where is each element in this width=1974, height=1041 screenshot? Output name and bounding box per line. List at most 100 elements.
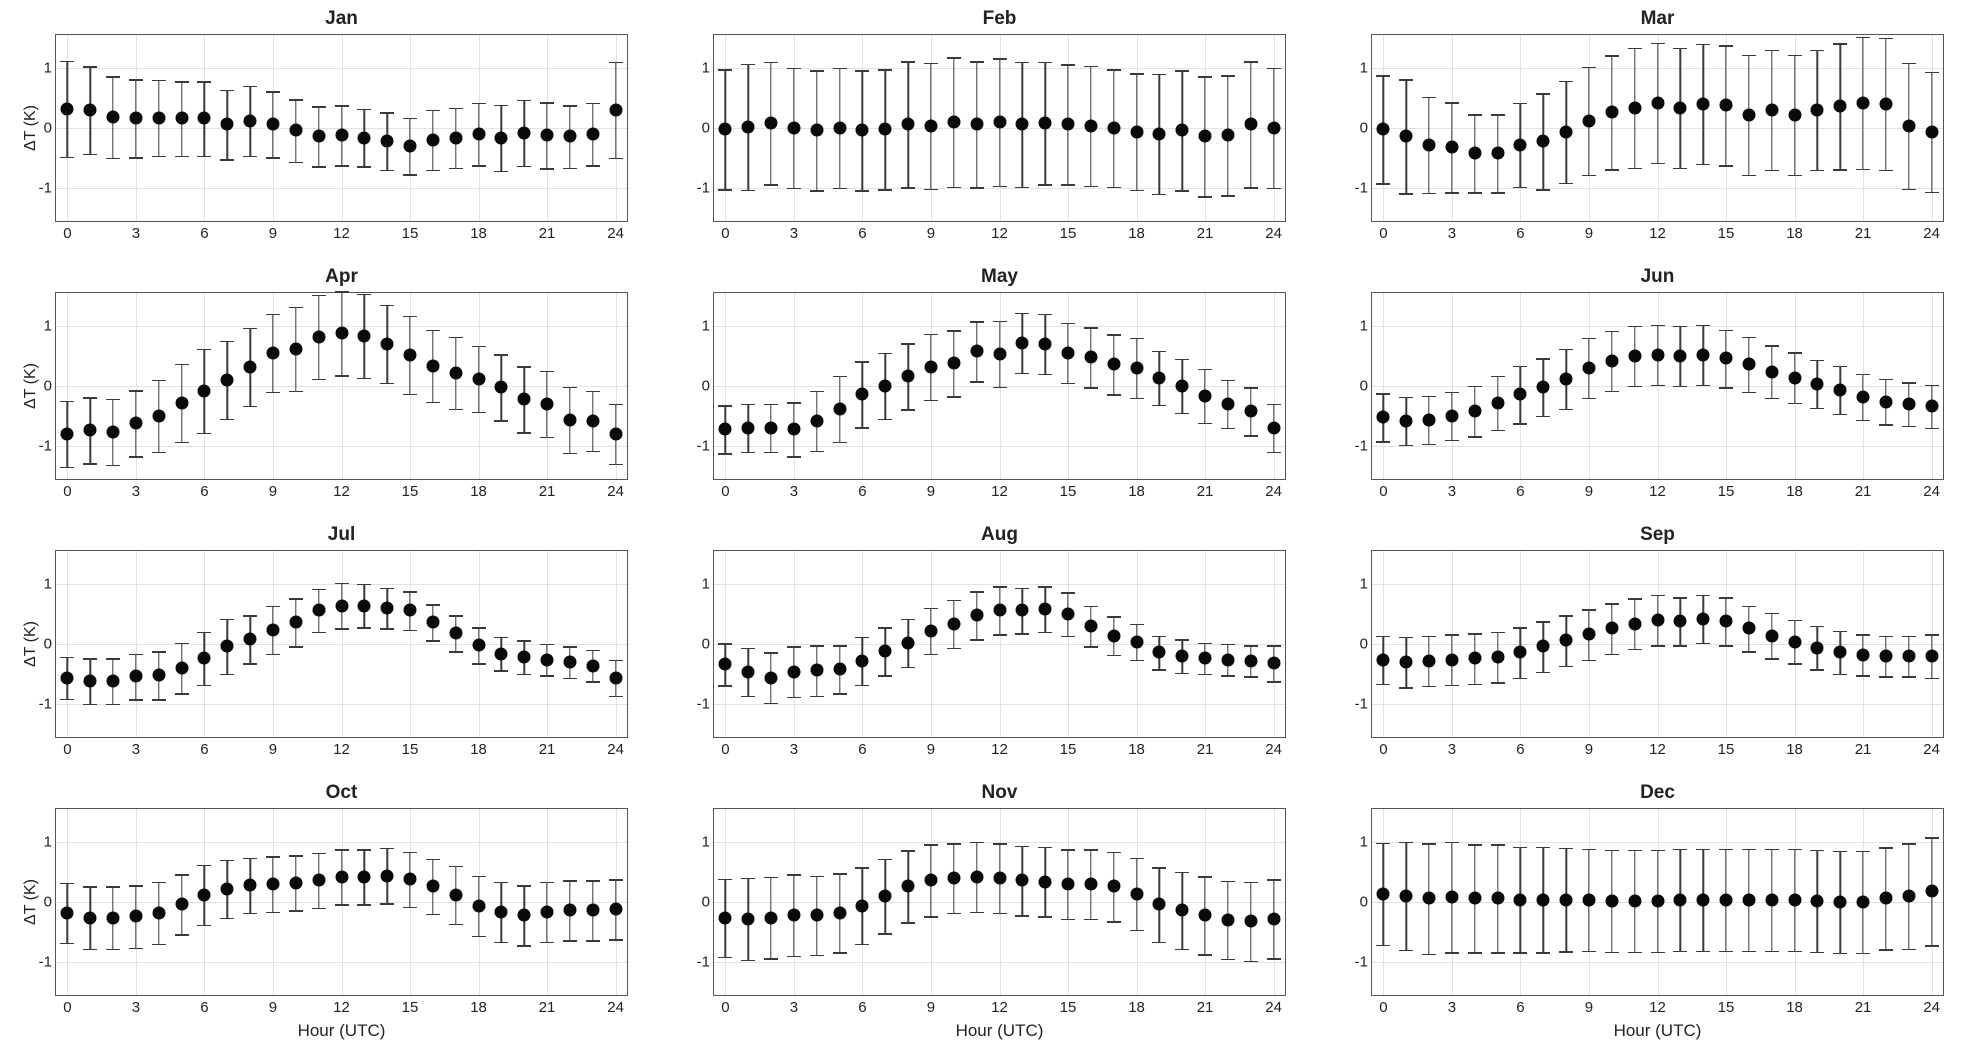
data-point-jun-hour8[interactable] [1560,372,1573,385]
data-point-jun-hour16[interactable] [1742,358,1755,371]
data-point-may-hour7[interactable] [879,380,892,393]
data-point-mar-hour1[interactable] [1400,130,1413,143]
data-point-aug-hour17[interactable] [1107,629,1120,642]
data-point-may-hour16[interactable] [1084,351,1097,364]
data-point-sep-hour21[interactable] [1857,648,1870,661]
data-point-nov-hour13[interactable] [1016,874,1029,887]
data-point-dec-hour10[interactable] [1605,894,1618,907]
data-point-jun-hour22[interactable] [1879,395,1892,408]
plot-area-aug[interactable]: -1 0 1 0 3 6 9 12 15 18 21 24 [713,550,1286,738]
data-point-sep-hour16[interactable] [1742,622,1755,635]
data-point-apr-hour16[interactable] [426,359,439,372]
data-point-feb-hour24[interactable] [1267,122,1280,135]
data-point-apr-hour11[interactable] [312,330,325,343]
data-point-jan-hour1[interactable] [84,104,97,117]
data-point-jul-hour13[interactable] [358,599,371,612]
data-point-feb-hour13[interactable] [1016,118,1029,131]
data-point-feb-hour12[interactable] [993,116,1006,129]
data-point-oct-hour2[interactable] [107,911,120,924]
data-point-jul-hour11[interactable] [312,604,325,617]
data-point-feb-hour19[interactable] [1153,128,1166,141]
data-point-mar-hour0[interactable] [1377,123,1390,136]
data-point-oct-hour7[interactable] [221,882,234,895]
data-point-oct-hour6[interactable] [198,888,211,901]
data-point-apr-hour12[interactable] [335,327,348,340]
data-point-sep-hour15[interactable] [1720,615,1733,628]
data-point-mar-hour3[interactable] [1445,141,1458,154]
data-point-apr-hour24[interactable] [609,428,622,441]
plot-area-jan[interactable]: -1 0 1 0 3 6 9 12 15 18 21 24 ΔT (K) [55,34,628,222]
data-point-aug-hour16[interactable] [1084,620,1097,633]
data-point-jul-hour4[interactable] [152,669,165,682]
data-point-sep-hour23[interactable] [1902,650,1915,663]
data-point-oct-hour8[interactable] [244,879,257,892]
data-point-sep-hour10[interactable] [1605,622,1618,635]
data-point-jan-hour15[interactable] [404,140,417,153]
data-point-nov-hour24[interactable] [1267,912,1280,925]
data-point-apr-hour13[interactable] [358,329,371,342]
data-point-jul-hour7[interactable] [221,640,234,653]
data-point-may-hour15[interactable] [1062,347,1075,360]
data-point-dec-hour24[interactable] [1925,885,1938,898]
data-point-aug-hour14[interactable] [1039,603,1052,616]
data-point-dec-hour15[interactable] [1720,893,1733,906]
data-point-apr-hour15[interactable] [404,348,417,361]
data-point-may-hour1[interactable] [742,422,755,435]
data-point-feb-hour9[interactable] [924,119,937,132]
data-point-apr-hour8[interactable] [244,360,257,373]
data-point-oct-hour22[interactable] [563,904,576,917]
data-point-jul-hour5[interactable] [175,662,188,675]
data-point-mar-hour19[interactable] [1811,104,1824,117]
data-point-feb-hour8[interactable] [902,118,915,131]
data-point-apr-hour5[interactable] [175,396,188,409]
data-point-jul-hour1[interactable] [84,675,97,688]
data-point-may-hour22[interactable] [1221,398,1234,411]
data-point-may-hour13[interactable] [1016,336,1029,349]
data-point-nov-hour15[interactable] [1062,878,1075,891]
data-point-jun-hour10[interactable] [1605,354,1618,367]
data-point-jan-hour2[interactable] [107,111,120,124]
data-point-may-hour12[interactable] [993,347,1006,360]
data-point-feb-hour3[interactable] [787,122,800,135]
data-point-jun-hour18[interactable] [1788,371,1801,384]
data-point-aug-hour7[interactable] [879,645,892,658]
data-point-sep-hour11[interactable] [1628,617,1641,630]
data-point-mar-hour17[interactable] [1765,104,1778,117]
data-point-feb-hour18[interactable] [1130,125,1143,138]
data-point-apr-hour1[interactable] [84,424,97,437]
data-point-aug-hour21[interactable] [1199,652,1212,665]
data-point-nov-hour0[interactable] [719,911,732,924]
data-point-jan-hour3[interactable] [129,112,142,125]
data-point-dec-hour0[interactable] [1377,887,1390,900]
data-point-mar-hour23[interactable] [1902,119,1915,132]
data-point-feb-hour0[interactable] [719,123,732,136]
data-point-may-hour17[interactable] [1107,358,1120,371]
data-point-mar-hour10[interactable] [1605,106,1618,119]
data-point-sep-hour19[interactable] [1811,641,1824,654]
plot-area-jun[interactable]: -1 0 1 0 3 6 9 12 15 18 21 24 [1371,292,1944,480]
data-point-oct-hour4[interactable] [152,906,165,919]
data-point-oct-hour12[interactable] [335,870,348,883]
data-point-may-hour18[interactable] [1130,362,1143,375]
data-point-jun-hour9[interactable] [1582,362,1595,375]
data-point-feb-hour2[interactable] [765,117,778,130]
data-point-oct-hour0[interactable] [61,906,74,919]
data-point-mar-hour20[interactable] [1834,100,1847,113]
data-point-aug-hour11[interactable] [970,609,983,622]
data-point-nov-hour20[interactable] [1176,904,1189,917]
data-point-dec-hour3[interactable] [1445,891,1458,904]
data-point-nov-hour16[interactable] [1084,878,1097,891]
data-point-jun-hour21[interactable] [1857,390,1870,403]
data-point-dec-hour17[interactable] [1765,893,1778,906]
data-point-mar-hour9[interactable] [1582,114,1595,127]
data-point-oct-hour18[interactable] [472,899,485,912]
data-point-apr-hour18[interactable] [472,372,485,385]
data-point-sep-hour12[interactable] [1651,614,1664,627]
plot-area-may[interactable]: -1 0 1 0 3 6 9 12 15 18 21 24 [713,292,1286,480]
data-point-jan-hour11[interactable] [312,130,325,143]
data-point-jul-hour6[interactable] [198,652,211,665]
data-point-mar-hour13[interactable] [1674,101,1687,114]
data-point-feb-hour16[interactable] [1084,119,1097,132]
data-point-nov-hour8[interactable] [902,880,915,893]
data-point-dec-hour6[interactable] [1514,893,1527,906]
